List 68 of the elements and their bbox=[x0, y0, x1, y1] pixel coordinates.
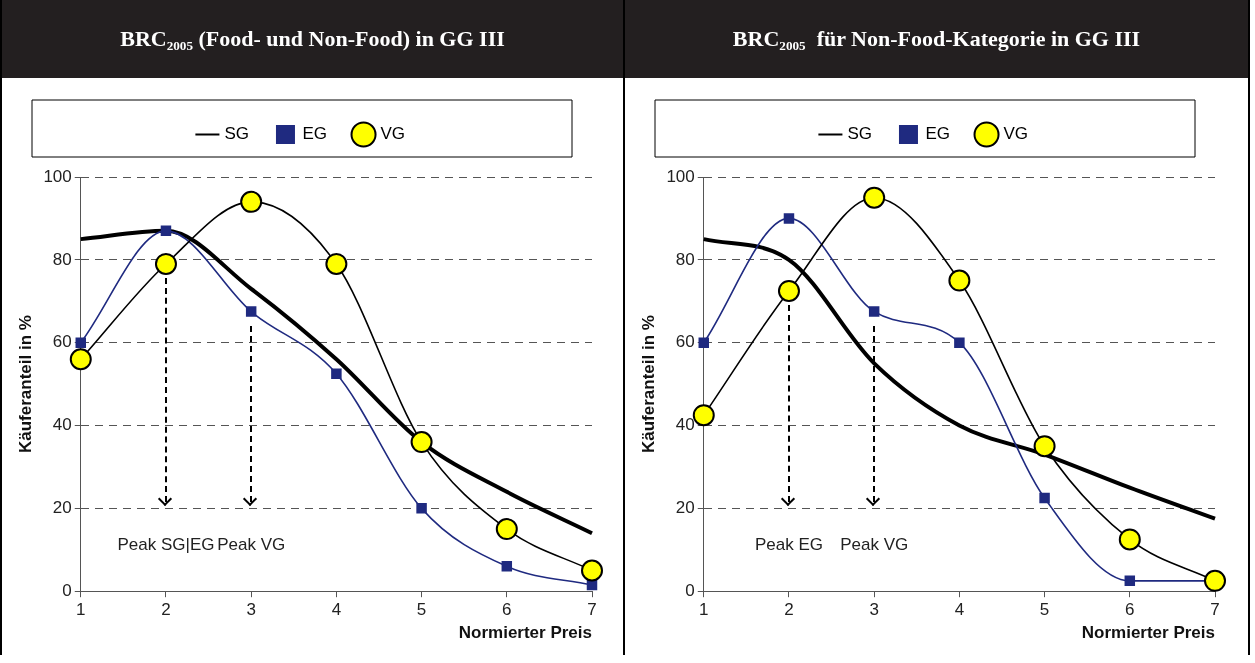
y-axis-title: Käuferanteil in % bbox=[638, 315, 658, 454]
point bbox=[410, 431, 433, 454]
x-tick-label: 6 bbox=[502, 600, 512, 620]
point bbox=[863, 186, 886, 209]
x-tick-label: 7 bbox=[1210, 600, 1220, 620]
point bbox=[1039, 492, 1050, 504]
x-tick-label: 1 bbox=[699, 600, 709, 620]
point bbox=[1124, 575, 1136, 587]
legend-label: EG bbox=[925, 124, 951, 144]
y-tick-label: 100 bbox=[43, 166, 72, 186]
point bbox=[777, 279, 800, 302]
x-tick-label: 3 bbox=[246, 600, 256, 620]
y-tick-label: 100 bbox=[666, 166, 695, 186]
x-tick-label: 1 bbox=[76, 600, 86, 620]
x-tick-label: 7 bbox=[587, 600, 597, 620]
point bbox=[954, 337, 965, 348]
point bbox=[868, 306, 880, 317]
y-axis-title: Käuferanteil in % bbox=[15, 315, 35, 454]
point bbox=[581, 559, 603, 582]
point bbox=[245, 306, 257, 317]
y-tick-label: 20 bbox=[675, 498, 695, 518]
point bbox=[698, 337, 710, 348]
annotation: Peak VG bbox=[217, 535, 286, 555]
point bbox=[69, 348, 92, 371]
point bbox=[325, 252, 348, 275]
point bbox=[692, 404, 715, 427]
point bbox=[1118, 528, 1141, 551]
y-tick-label: 80 bbox=[675, 249, 695, 269]
y-tick-label: 0 bbox=[685, 580, 695, 600]
x-tick-label: 2 bbox=[784, 600, 794, 620]
point bbox=[416, 503, 427, 514]
x-axis-title: Normierter Preis bbox=[1081, 623, 1215, 643]
x-tick-label: 5 bbox=[1039, 600, 1050, 620]
legend-label: SG bbox=[224, 124, 249, 144]
annotation: Peak VG bbox=[840, 535, 909, 555]
point bbox=[160, 225, 172, 237]
x-tick-label: 6 bbox=[1125, 600, 1135, 620]
x-axis-title: Normierter Preis bbox=[458, 623, 592, 643]
point bbox=[783, 213, 795, 224]
x-tick-label: 4 bbox=[331, 600, 342, 620]
chart-title: BRC₂₀₀₅ für Non-Food-Kategorie in GG III bbox=[625, 0, 1248, 78]
y-tick-label: 20 bbox=[52, 498, 72, 518]
point bbox=[331, 368, 342, 379]
legend-label: SG bbox=[847, 124, 872, 144]
point bbox=[75, 337, 87, 348]
annotation: Peak EG bbox=[754, 535, 823, 555]
legend-label: VG bbox=[1003, 124, 1029, 144]
chart-title: BRC₂₀₀₅ (Food- und Non-Food) in GG III bbox=[2, 0, 623, 78]
y-tick-label: 80 bbox=[52, 249, 72, 269]
y-tick-label: 60 bbox=[675, 332, 695, 352]
y-tick-label: 0 bbox=[62, 580, 72, 600]
y-tick-label: 60 bbox=[52, 332, 72, 352]
point bbox=[948, 269, 971, 292]
point bbox=[495, 518, 518, 541]
point bbox=[501, 561, 513, 572]
point bbox=[1033, 435, 1056, 458]
y-tick-label: 40 bbox=[675, 415, 695, 435]
legend-label: EG bbox=[302, 124, 328, 144]
legend-label: VG bbox=[380, 124, 406, 144]
x-tick-label: 2 bbox=[161, 600, 171, 620]
x-tick-label: 4 bbox=[954, 600, 965, 620]
y-tick-label: 40 bbox=[52, 415, 72, 435]
point bbox=[240, 190, 263, 213]
annotation: Peak SG|EG bbox=[117, 535, 215, 555]
x-tick-label: 5 bbox=[416, 600, 427, 620]
point bbox=[1204, 569, 1226, 592]
x-tick-label: 3 bbox=[869, 600, 879, 620]
point bbox=[154, 252, 177, 275]
